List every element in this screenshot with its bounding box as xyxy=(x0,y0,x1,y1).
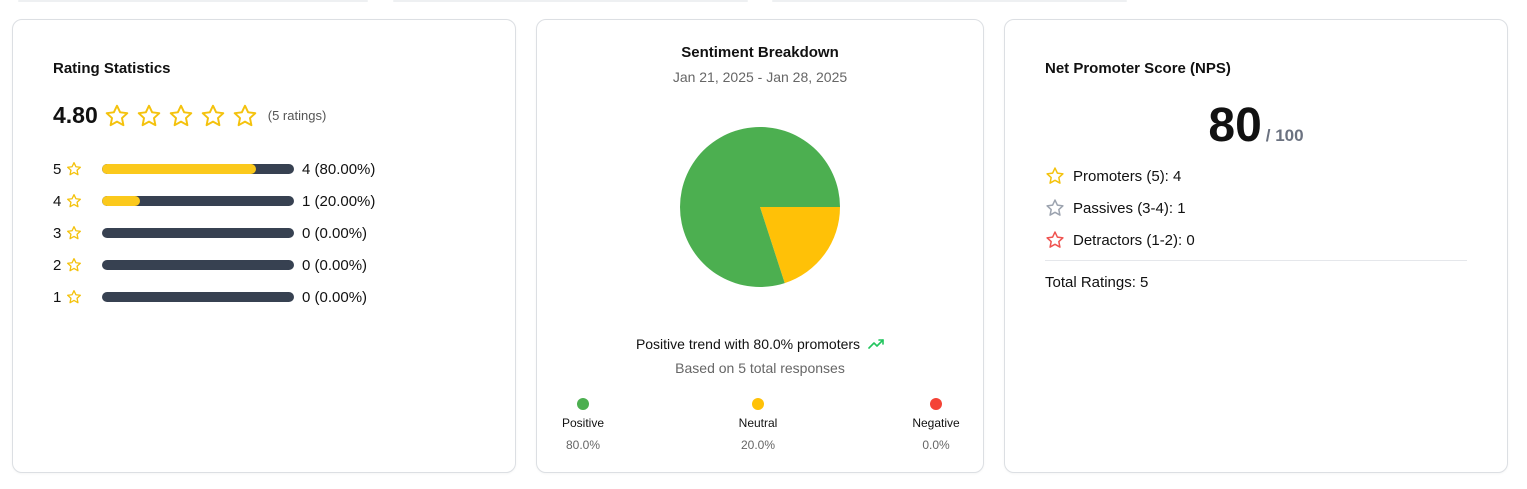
legend-percent: 0.0% xyxy=(922,438,950,452)
star-outline-icon xyxy=(1046,167,1064,184)
distribution-row: 1 0 (0.00%) xyxy=(53,287,367,307)
distribution-star-number: 4 xyxy=(53,192,62,210)
legend-percent: 80.0% xyxy=(565,438,601,452)
top-strip-segment xyxy=(18,0,368,2)
summary-stars xyxy=(104,103,264,129)
distribution-star-number: 5 xyxy=(53,160,62,178)
star-outline-icon xyxy=(67,226,81,240)
pie-slice-neutral xyxy=(760,207,840,284)
distribution-row: 2 0 (0.00%) xyxy=(53,255,367,275)
distribution-row: 4 1 (20.00%) xyxy=(53,191,375,211)
distribution-label: 1 (20.00%) xyxy=(302,192,376,210)
distribution-star-number: 2 xyxy=(53,256,62,274)
legend-dot-negative xyxy=(930,398,942,410)
star-outline-icon xyxy=(67,162,81,176)
legend-name: Positive xyxy=(561,416,605,430)
star-outline-icon xyxy=(105,104,129,126)
rating-summary: 4.80 (5 ratings) xyxy=(53,102,326,129)
nps-card: Net Promoter Score (NPS) 80/ 100 Promote… xyxy=(1004,19,1508,473)
distribution-bar-fill xyxy=(102,164,256,174)
trend-text: Positive trend with 80.0% promoters xyxy=(635,336,861,352)
sentiment-title: Sentiment Breakdown xyxy=(681,44,839,61)
star-outline-icon xyxy=(67,258,81,272)
star-outline-icon xyxy=(67,194,81,208)
distribution-bar-fill xyxy=(102,196,141,206)
distribution-bar xyxy=(102,228,294,238)
nps-detractors-row: Detractors (1-2): 0 xyxy=(1045,230,1195,250)
distribution-star-number: 1 xyxy=(53,288,62,306)
based-on-text: Based on 5 total responses xyxy=(675,360,845,376)
legend-percent: 20.0% xyxy=(740,438,776,452)
nps-divider xyxy=(1045,260,1467,261)
trending-up-icon xyxy=(868,339,884,349)
distribution-label: 0 (0.00%) xyxy=(302,288,368,306)
distribution-bar xyxy=(102,292,294,302)
legend-dot-neutral xyxy=(752,398,764,410)
top-strip-segment xyxy=(393,0,748,2)
star-outline-icon xyxy=(169,104,193,126)
distribution-bar xyxy=(102,260,294,270)
nps-value: 80 xyxy=(1208,99,1262,152)
trend-line: Positive trend with 80.0% promoters xyxy=(537,336,983,352)
distribution-label: 4 (80.00%) xyxy=(302,160,376,178)
distribution-bar xyxy=(102,164,294,174)
legend-name: Negative xyxy=(912,416,960,430)
star-outline-icon xyxy=(137,104,161,126)
nps-total-ratings: Total Ratings: 5 xyxy=(1045,274,1149,291)
nps-out-of: / 100 xyxy=(1265,126,1304,145)
sentiment-pie-chart xyxy=(680,126,840,287)
nps-promoters-row: Promoters (5): 4 xyxy=(1045,166,1181,186)
nps-passives-label: Passives (3-4): 1 xyxy=(1073,199,1186,217)
rating-count: (5 ratings) xyxy=(267,108,327,123)
pie-slice-positive xyxy=(680,126,840,287)
rating-statistics-card: Rating Statistics 4.80 (5 ratings) 5 4 (… xyxy=(12,19,516,473)
top-strip xyxy=(0,0,1527,4)
distribution-row: 3 0 (0.00%) xyxy=(53,223,367,243)
star-outline-icon xyxy=(67,290,81,304)
star-outline-icon xyxy=(233,104,257,126)
rating-statistics-title: Rating Statistics xyxy=(53,60,171,77)
nps-passives-row: Passives (3-4): 1 xyxy=(1045,198,1186,218)
nps-score: 80/ 100 xyxy=(1005,98,1507,153)
sentiment-breakdown-card: Sentiment Breakdown Jan 21, 2025 - Jan 2… xyxy=(536,19,984,473)
nps-title: Net Promoter Score (NPS) xyxy=(1045,60,1231,77)
distribution-row: 5 4 (80.00%) xyxy=(53,159,375,179)
legend-item-negative: Negative 0.0% xyxy=(891,398,981,452)
distribution-star-number: 3 xyxy=(53,224,62,242)
nps-detractors-label: Detractors (1-2): 0 xyxy=(1073,231,1195,249)
legend-dot-positive xyxy=(577,398,589,410)
nps-promoters-label: Promoters (5): 4 xyxy=(1073,167,1182,185)
legend-name: Neutral xyxy=(738,416,778,430)
average-rating: 4.80 xyxy=(53,102,98,128)
distribution-label: 0 (0.00%) xyxy=(302,256,368,274)
star-outline-icon xyxy=(201,104,225,126)
sentiment-date-range: Jan 21, 2025 - Jan 28, 2025 xyxy=(672,69,848,85)
distribution-bar xyxy=(102,196,294,206)
distribution-label: 0 (0.00%) xyxy=(302,224,368,242)
legend-item-positive: Positive 80.0% xyxy=(538,398,628,452)
star-outline-icon xyxy=(1046,199,1064,216)
legend-item-neutral: Neutral 20.0% xyxy=(713,398,803,452)
top-strip-segment xyxy=(772,0,1127,2)
star-outline-icon xyxy=(1046,231,1064,248)
